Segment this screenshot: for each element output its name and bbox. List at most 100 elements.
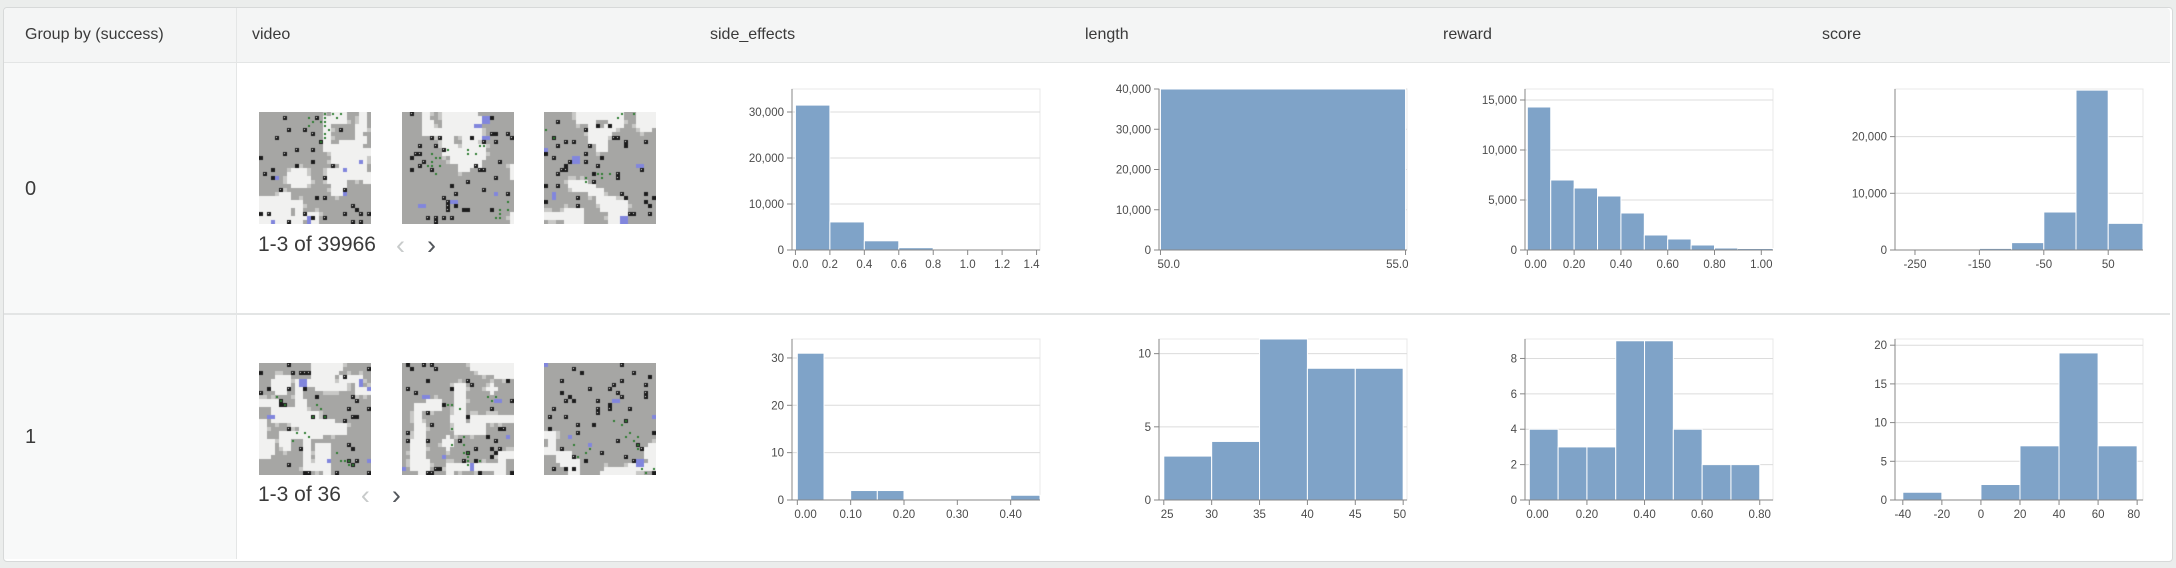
column-header-length[interactable]: length	[1085, 26, 1129, 43]
svg-text:30: 30	[1205, 509, 1218, 521]
column-header-group-by[interactable]: Group by (success)	[25, 26, 164, 43]
svg-text:0.20: 0.20	[893, 509, 915, 521]
chevron-left-icon[interactable]: ‹	[395, 229, 405, 260]
svg-text:40,000: 40,000	[1116, 84, 1151, 96]
group-value-0: 0	[25, 178, 37, 200]
video-thumbnail[interactable]	[544, 363, 656, 475]
svg-text:20: 20	[771, 400, 784, 412]
histogram-reward-group-0: 0 5,000 10,000 15,000 0.00 0.20 0.40 0.60 0.80 1.…	[1482, 88, 1774, 271]
svg-text:10: 10	[1138, 349, 1151, 361]
histogram-length-group-1: 0 5 10 25 30 35 40 45 50	[1138, 338, 1408, 521]
svg-text:15: 15	[1874, 379, 1887, 391]
svg-text:-150: -150	[1968, 259, 1991, 271]
svg-text:8: 8	[1511, 353, 1517, 365]
histogram-length-group-0: 0 10,000 20,000 30,000 40,000 50.0 55.0	[1116, 84, 1409, 271]
header-separator	[4, 62, 2170, 63]
svg-text:0: 0	[1881, 245, 1887, 257]
svg-text:55.0: 55.0	[1386, 259, 1408, 271]
svg-text:1.00: 1.00	[1750, 259, 1772, 271]
svg-text:-20: -20	[1934, 509, 1951, 521]
svg-text:25: 25	[1161, 509, 1174, 521]
svg-text:45: 45	[1349, 509, 1362, 521]
video-thumbnail[interactable]	[402, 363, 514, 475]
svg-text:0.20: 0.20	[1576, 509, 1598, 521]
column-header-score[interactable]: score	[1822, 26, 1862, 43]
svg-text:0: 0	[1145, 495, 1151, 507]
svg-text:0.0: 0.0	[792, 259, 808, 271]
svg-text:10,000: 10,000	[1482, 145, 1517, 157]
svg-text:80: 80	[2127, 509, 2140, 521]
column-header-video[interactable]: video	[252, 26, 291, 43]
group-value-1: 1	[25, 426, 37, 448]
video-thumbnail[interactable]	[544, 112, 656, 224]
histogram-score-group-1: 0 5 10 15 20 -40 -20 0 20 40 60 80	[1874, 338, 2144, 521]
svg-text:0: 0	[1511, 245, 1517, 257]
svg-text:60: 60	[2092, 509, 2105, 521]
svg-text:0.4: 0.4	[856, 259, 873, 271]
svg-text:4: 4	[1511, 424, 1518, 436]
svg-text:0: 0	[1978, 509, 1984, 521]
svg-text:20,000: 20,000	[1116, 165, 1151, 177]
svg-text:20: 20	[2014, 509, 2027, 521]
column-header-reward[interactable]: reward	[1443, 26, 1492, 43]
svg-text:0.20: 0.20	[1563, 259, 1585, 271]
svg-text:50: 50	[1393, 509, 1406, 521]
svg-text:30,000: 30,000	[1116, 124, 1151, 136]
svg-text:0.60: 0.60	[1657, 259, 1679, 271]
svg-text:1.2: 1.2	[994, 259, 1010, 271]
histogram-side-effects-group-1: 0 10 20 30 0.00 0.10 0.20 0.30 0.40	[771, 338, 1041, 521]
svg-text:0.80: 0.80	[1703, 259, 1725, 271]
video-thumbnail[interactable]	[259, 112, 371, 224]
svg-text:0: 0	[778, 245, 784, 257]
svg-text:-250: -250	[1903, 259, 1926, 271]
svg-text:0.00: 0.00	[1526, 509, 1548, 521]
svg-text:10: 10	[771, 448, 784, 460]
svg-text:30,000: 30,000	[749, 107, 784, 119]
svg-text:0.8: 0.8	[925, 259, 941, 271]
table-header-row	[4, 8, 2170, 62]
svg-text:-50: -50	[2035, 259, 2052, 271]
svg-text:0.60: 0.60	[1691, 509, 1713, 521]
row-separator	[4, 313, 2170, 315]
svg-text:20,000: 20,000	[749, 153, 784, 165]
chevron-right-icon[interactable]: ›	[426, 229, 436, 260]
column-divider	[236, 8, 237, 559]
svg-text:1.4: 1.4	[1024, 259, 1041, 271]
column-header-side-effects[interactable]: side_effects	[710, 26, 796, 43]
svg-text:40: 40	[2053, 509, 2066, 521]
svg-text:35: 35	[1253, 509, 1266, 521]
svg-text:0.00: 0.00	[794, 509, 816, 521]
svg-text:40: 40	[1301, 509, 1314, 521]
histogram-side-effects-group-0: 0 10,000 20,000 30,000 0.0 0.2 0.4 0.6 0.8 1.0 1.2…	[749, 88, 1041, 271]
histogram-reward-group-1: 0 2 4 6 8 0.00 0.20 0.40 0.60 0.80	[1511, 338, 1774, 521]
svg-text:15,000: 15,000	[1482, 95, 1517, 107]
svg-text:0.6: 0.6	[891, 259, 907, 271]
svg-text:0: 0	[1881, 495, 1887, 507]
svg-text:0.40: 0.40	[1610, 259, 1632, 271]
chevron-left-icon[interactable]: ‹	[360, 479, 370, 510]
svg-text:0.40: 0.40	[999, 509, 1021, 521]
svg-text:0.2: 0.2	[822, 259, 838, 271]
video-thumbnail[interactable]	[402, 112, 514, 224]
video-thumbnail[interactable]	[259, 363, 371, 475]
video-pager: 1-3 of 39966 ‹ ›	[258, 230, 436, 260]
svg-text:5,000: 5,000	[1488, 195, 1517, 207]
video-pager-count: 1-3 of 39966	[258, 233, 376, 256]
svg-text:-40: -40	[1894, 509, 1911, 521]
svg-text:20,000: 20,000	[1852, 132, 1887, 144]
video-pager: 1-3 of 36 ‹ ›	[258, 480, 401, 510]
svg-text:10,000: 10,000	[1852, 188, 1887, 200]
svg-text:0.10: 0.10	[839, 509, 861, 521]
svg-text:0.00: 0.00	[1524, 259, 1546, 271]
video-pager-count: 1-3 of 36	[258, 483, 341, 506]
svg-text:0: 0	[1511, 495, 1517, 507]
svg-text:5: 5	[1881, 456, 1887, 468]
svg-text:10,000: 10,000	[1116, 205, 1151, 217]
svg-text:50: 50	[2102, 259, 2115, 271]
group-column-background	[4, 62, 236, 559]
svg-text:0: 0	[778, 495, 784, 507]
svg-text:0.80: 0.80	[1749, 509, 1771, 521]
svg-text:6: 6	[1511, 389, 1517, 401]
chevron-right-icon[interactable]: ›	[391, 479, 401, 510]
svg-text:0.30: 0.30	[946, 509, 968, 521]
